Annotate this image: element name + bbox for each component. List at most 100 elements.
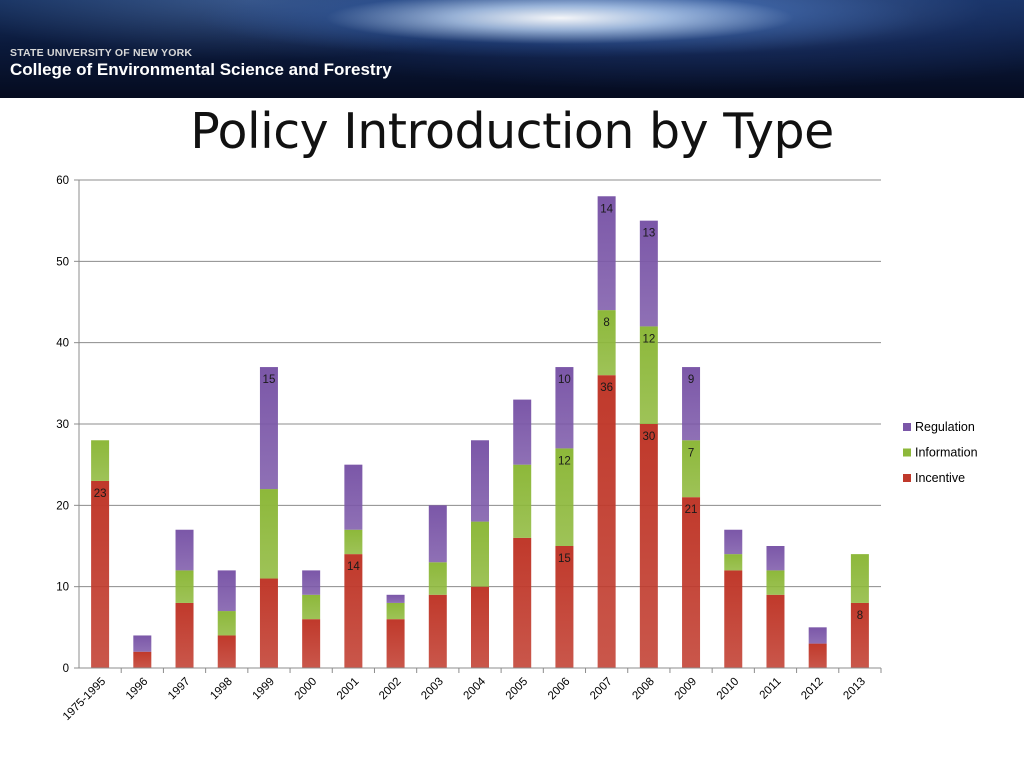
bar-incentive-2005 <box>513 537 532 668</box>
bar-incentive-2000 <box>302 619 321 668</box>
legend-swatch-information <box>903 448 911 457</box>
x-tick-label: 2004 <box>462 675 489 702</box>
x-tick-label: 2013 <box>841 676 868 703</box>
bar-regulation-2005 <box>513 399 532 465</box>
x-tick-label: 2005 <box>504 676 531 703</box>
bar-information-2003 <box>428 562 447 595</box>
bar-regulation-2010 <box>724 529 743 555</box>
bar-information-2004 <box>471 521 489 587</box>
x-tick-label: 2002 <box>377 676 404 703</box>
x-tick-label: 2003 <box>419 676 446 703</box>
bar-incentive-2001 <box>344 554 363 668</box>
data-label: 12 <box>642 333 655 345</box>
x-tick-label: 2009 <box>673 676 700 703</box>
bar-information-2013 <box>850 554 869 603</box>
bar-incentive-2009 <box>682 497 701 668</box>
bar-incentive-1997 <box>175 602 194 668</box>
data-label: 12 <box>558 455 571 467</box>
data-labels: 23 15 14 15 12 10 36 8 14 30 12 13 21 7 9 8 <box>94 203 863 622</box>
y-tick-label: 60 <box>56 175 69 187</box>
university-name: STATE UNIVERSITY OF NEW YORK <box>10 47 193 59</box>
bar-regulation-2009 <box>682 367 701 441</box>
x-tick-label: 2001 <box>335 676 362 703</box>
x-tick-label: 2000 <box>293 676 320 703</box>
y-tick-label: 30 <box>56 419 69 431</box>
legend-swatch-incentive <box>903 474 911 482</box>
data-label: 14 <box>347 561 360 573</box>
bar-regulation-1997 <box>175 529 194 571</box>
bar-regulation-2003 <box>428 505 447 563</box>
bar-information-2007 <box>597 310 616 376</box>
bar-regulation-2001 <box>344 464 363 530</box>
bar-information-2010 <box>724 554 743 571</box>
bar-information-2011 <box>766 570 785 595</box>
bar-regulation-1998 <box>217 570 236 612</box>
bar-information-1975-1995 <box>91 440 110 481</box>
data-label: 8 <box>603 317 609 329</box>
bars <box>91 196 869 668</box>
x-tick-label: 2012 <box>799 676 826 703</box>
data-label: 36 <box>600 382 613 394</box>
y-tick-label: 50 <box>56 256 69 268</box>
legend: Regulation Information Incentive <box>903 420 978 485</box>
bar-regulation-2000 <box>302 570 321 595</box>
data-label: 7 <box>688 447 694 459</box>
bar-information-2006 <box>555 448 574 546</box>
bar-regulation-2008 <box>639 220 658 327</box>
y-tick-label: 20 <box>56 500 69 512</box>
bar-information-2008 <box>639 326 658 424</box>
bar-incentive-1998 <box>217 635 236 668</box>
x-tick-label: 1999 <box>250 676 277 703</box>
data-label: 9 <box>688 374 694 386</box>
data-label: 8 <box>857 610 863 622</box>
bar-regulation-2011 <box>766 546 785 571</box>
data-label: 10 <box>558 374 571 386</box>
bar-information-2002 <box>386 602 405 620</box>
x-tick-label: 1998 <box>208 676 235 703</box>
legend-label-regulation: Regulation <box>915 420 975 434</box>
header-banner: STATE UNIVERSITY OF NEW YORK College of … <box>0 0 1024 98</box>
bar-information-1997 <box>175 570 194 603</box>
x-tick-label: 1997 <box>166 676 193 703</box>
data-label: 13 <box>642 228 655 240</box>
data-label: 23 <box>94 488 107 500</box>
bar-incentive-1996 <box>133 651 152 668</box>
y-tick-label: 40 <box>56 338 69 350</box>
bar-incentive-2002 <box>386 619 405 668</box>
y-tick-label: 0 <box>63 663 69 675</box>
bar-regulation-2012 <box>808 627 827 644</box>
bar-information-1999 <box>259 489 278 579</box>
x-tick-label: 2006 <box>546 676 573 703</box>
bar-incentive-1999 <box>259 578 278 668</box>
bar-information-2005 <box>513 464 532 538</box>
x-tick-label: 2010 <box>715 676 742 703</box>
bar-incentive-2007 <box>597 375 616 668</box>
bar-incentive-2008 <box>639 424 658 668</box>
bar-incentive-2010 <box>724 570 743 668</box>
legend-swatch-regulation <box>903 423 911 431</box>
bar-information-2000 <box>302 594 321 620</box>
bar-incentive-2003 <box>428 594 447 668</box>
bar-regulation-2004 <box>471 440 489 522</box>
bar-incentive-2004 <box>471 586 489 668</box>
y-tick-label: 10 <box>56 582 69 594</box>
data-label: 15 <box>558 553 571 565</box>
bar-regulation-1996 <box>133 635 152 652</box>
bar-incentive-2013 <box>850 602 869 668</box>
legend-label-incentive: Incentive <box>915 471 965 485</box>
college-name: College of Environmental Science and For… <box>10 60 392 79</box>
bar-regulation-2002 <box>386 594 405 603</box>
bar-incentive-2011 <box>766 594 785 668</box>
bar-information-1998 <box>217 611 236 636</box>
bar-information-2009 <box>682 440 701 498</box>
x-tick-label: 2007 <box>588 676 615 703</box>
legend-label-information: Information <box>915 446 978 460</box>
data-label: 21 <box>685 504 698 516</box>
bar-incentive-2006 <box>555 546 574 668</box>
x-tick-label: 2008 <box>630 676 657 703</box>
data-label: 14 <box>600 203 613 215</box>
bar-regulation-2006 <box>555 367 574 449</box>
x-tick-label: 1975-1995 <box>61 676 108 723</box>
x-tick-label: 2011 <box>758 676 784 702</box>
